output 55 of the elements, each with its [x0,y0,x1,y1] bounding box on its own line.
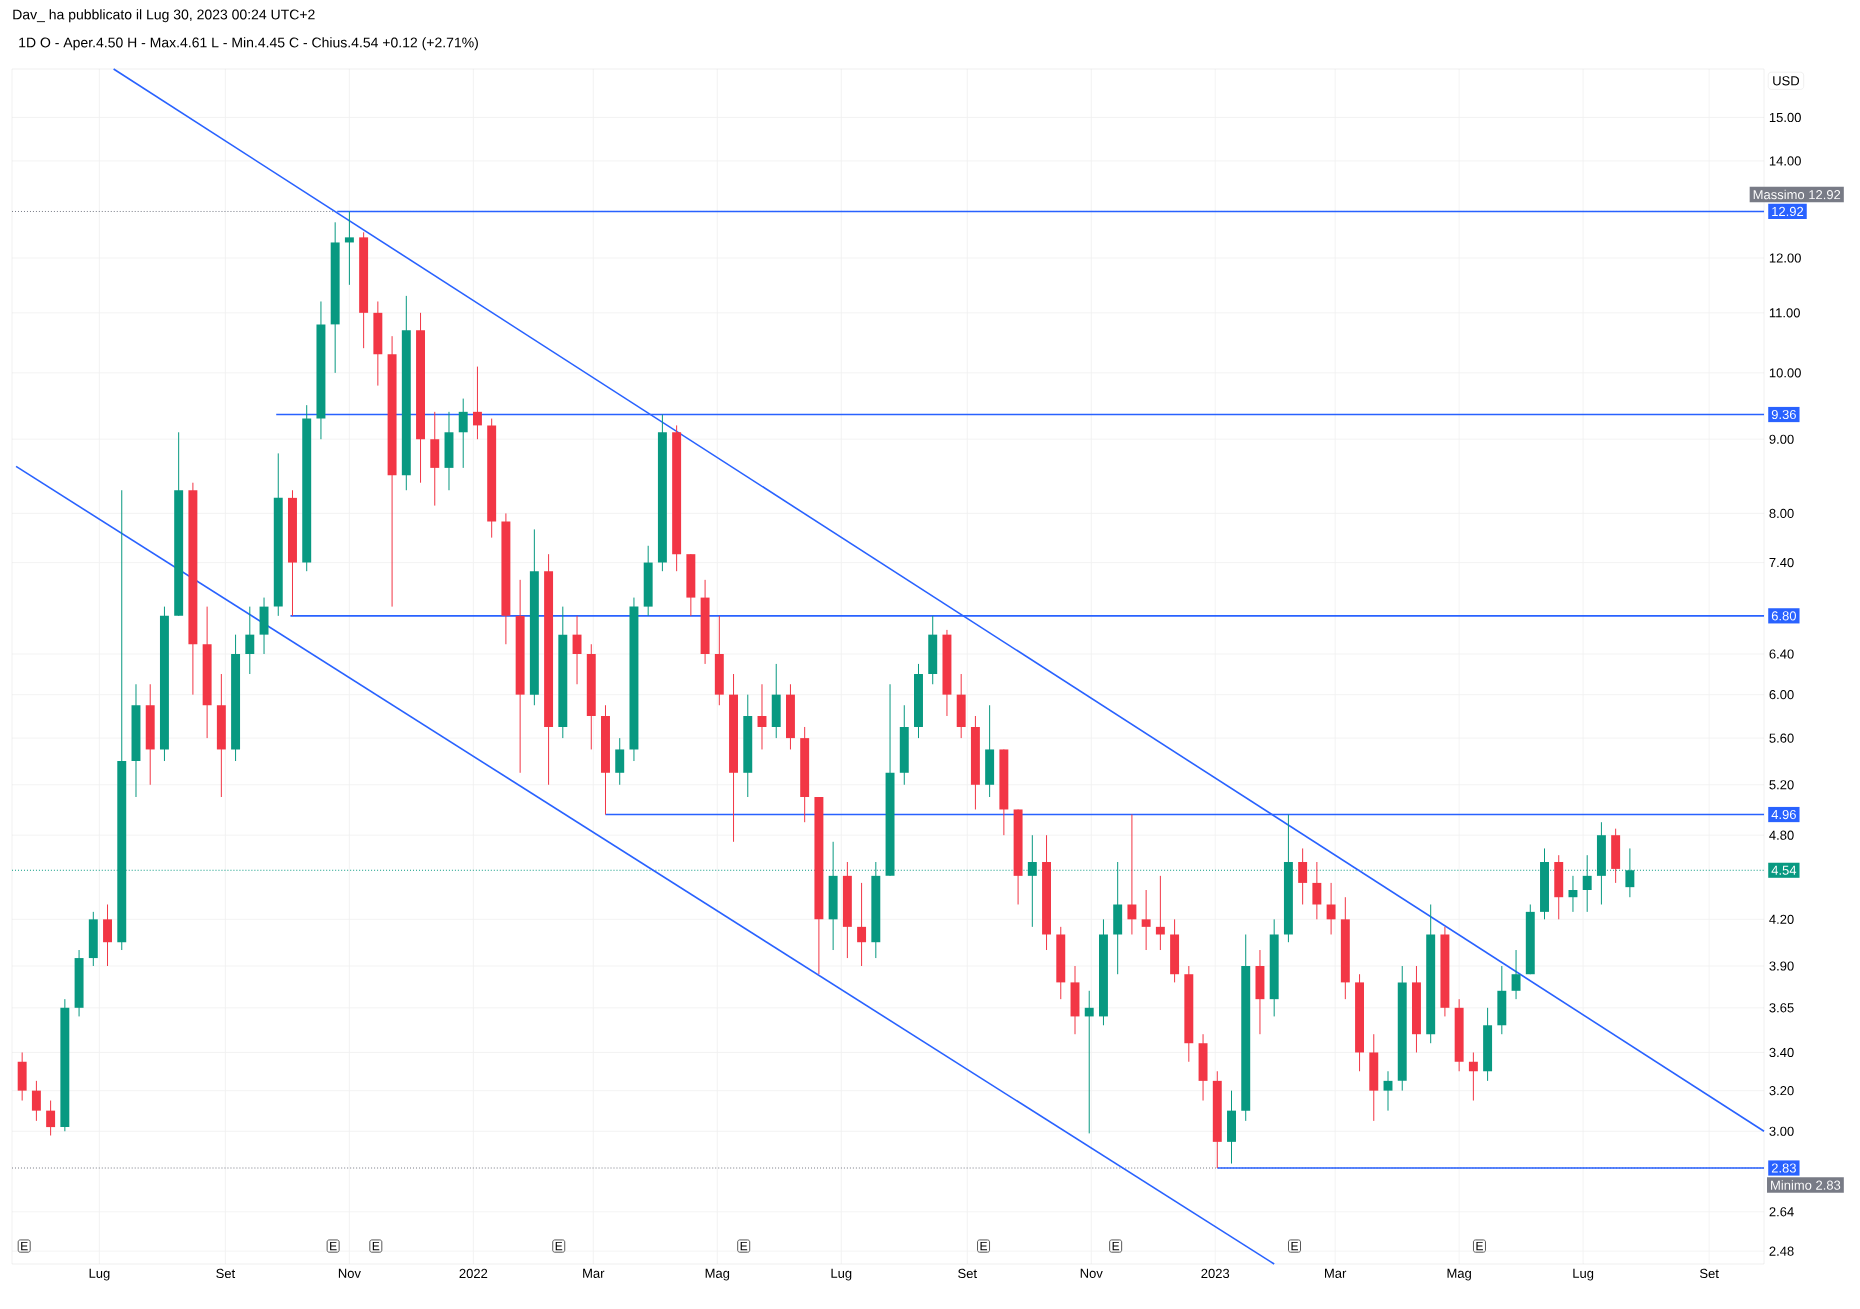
y-tick-label: 2.48 [1769,1246,1794,1256]
annotation: E [555,1241,563,1251]
annotation: E [330,1241,337,1251]
y-tick-label: 15.00 [1769,112,1801,123]
x-tick-label: Nov [1080,1268,1103,1278]
x-tick-label: Set [216,1268,236,1279]
y-tick-label: 9.00 [1769,434,1794,444]
data-label: 9.36 [1771,409,1796,420]
y-tick-label: 11.00 [1769,308,1800,318]
y-tick-label: 12.00 [1769,253,1801,263]
ref-line-label: 4.54 [1771,865,1797,875]
x-tick-label: Set [1699,1268,1719,1279]
y-tick-label: 3.20 [1769,1086,1794,1096]
x-tick-label: Mag [705,1268,730,1281]
y-tick-label: 8.00 [1769,508,1794,519]
y-tick-label: 2.64 [1769,1207,1794,1217]
y-tick-label: 3.40 [1769,1047,1794,1058]
y-tick-label: 3.00 [1769,1126,1794,1136]
y-tick-label: 3.65 [1769,1003,1794,1013]
x-tick-label: Nov [338,1268,361,1278]
y-tick-label: 7.40 [1769,557,1794,568]
data-label: 6.80 [1771,611,1797,621]
x-tick-label: Mar [583,1268,605,1278]
y-tick-label: 4.20 [1769,914,1794,924]
y-tick-label: 3.90 [1769,961,1794,971]
annotation: E [1291,1241,1298,1251]
x-tick-label: Mar [1325,1268,1347,1278]
y-tick-label: 6.40 [1769,649,1794,659]
annotation: E [980,1241,988,1251]
data-label: 12.92 [1772,206,1804,217]
y-tick-label: 14.00 [1769,156,1801,166]
x-tick-label: Lug [1573,1268,1594,1281]
x-tick-label: Lug [89,1268,110,1281]
chart-subtitle: 1D O - Aper.4.50 H - Max.4.61 L - Min.4.45 C - Chius.4.54 +0.12 (+2.71%) [19,37,478,51]
chart-title: Dav_ ha pubblicato il Lug 30, 2023 00:24 UTC+2 [13,9,315,23]
annotation: E [372,1241,380,1251]
data-label: 4.96 [1771,809,1796,820]
y-tick-label: 4.80 [1769,830,1794,840]
y-axis-title: USD [1773,76,1800,86]
x-tick-label: Set [958,1268,977,1279]
y-tick-label: 5.60 [1769,733,1794,743]
x-tick-label: 2022 [459,1268,488,1279]
annotation: E [21,1241,28,1251]
x-tick-label: Mag [1447,1268,1471,1281]
y-tick-label: 6.00 [1769,690,1794,700]
annotation: E [740,1241,748,1251]
annotation: E [1112,1241,1120,1251]
ref-line-label: Massimo 12.92 [1753,189,1841,200]
data-label: 2.83 [1771,1163,1796,1173]
x-tick-label: Lug [831,1268,852,1281]
y-tick-label: 10.00 [1769,368,1801,378]
x-tick-label: 2023 [1201,1268,1230,1279]
annotation: E [1476,1241,1483,1251]
y-tick-label: 5.20 [1769,780,1794,790]
ref-line-label: Minimo 2.83 [1771,1180,1841,1190]
